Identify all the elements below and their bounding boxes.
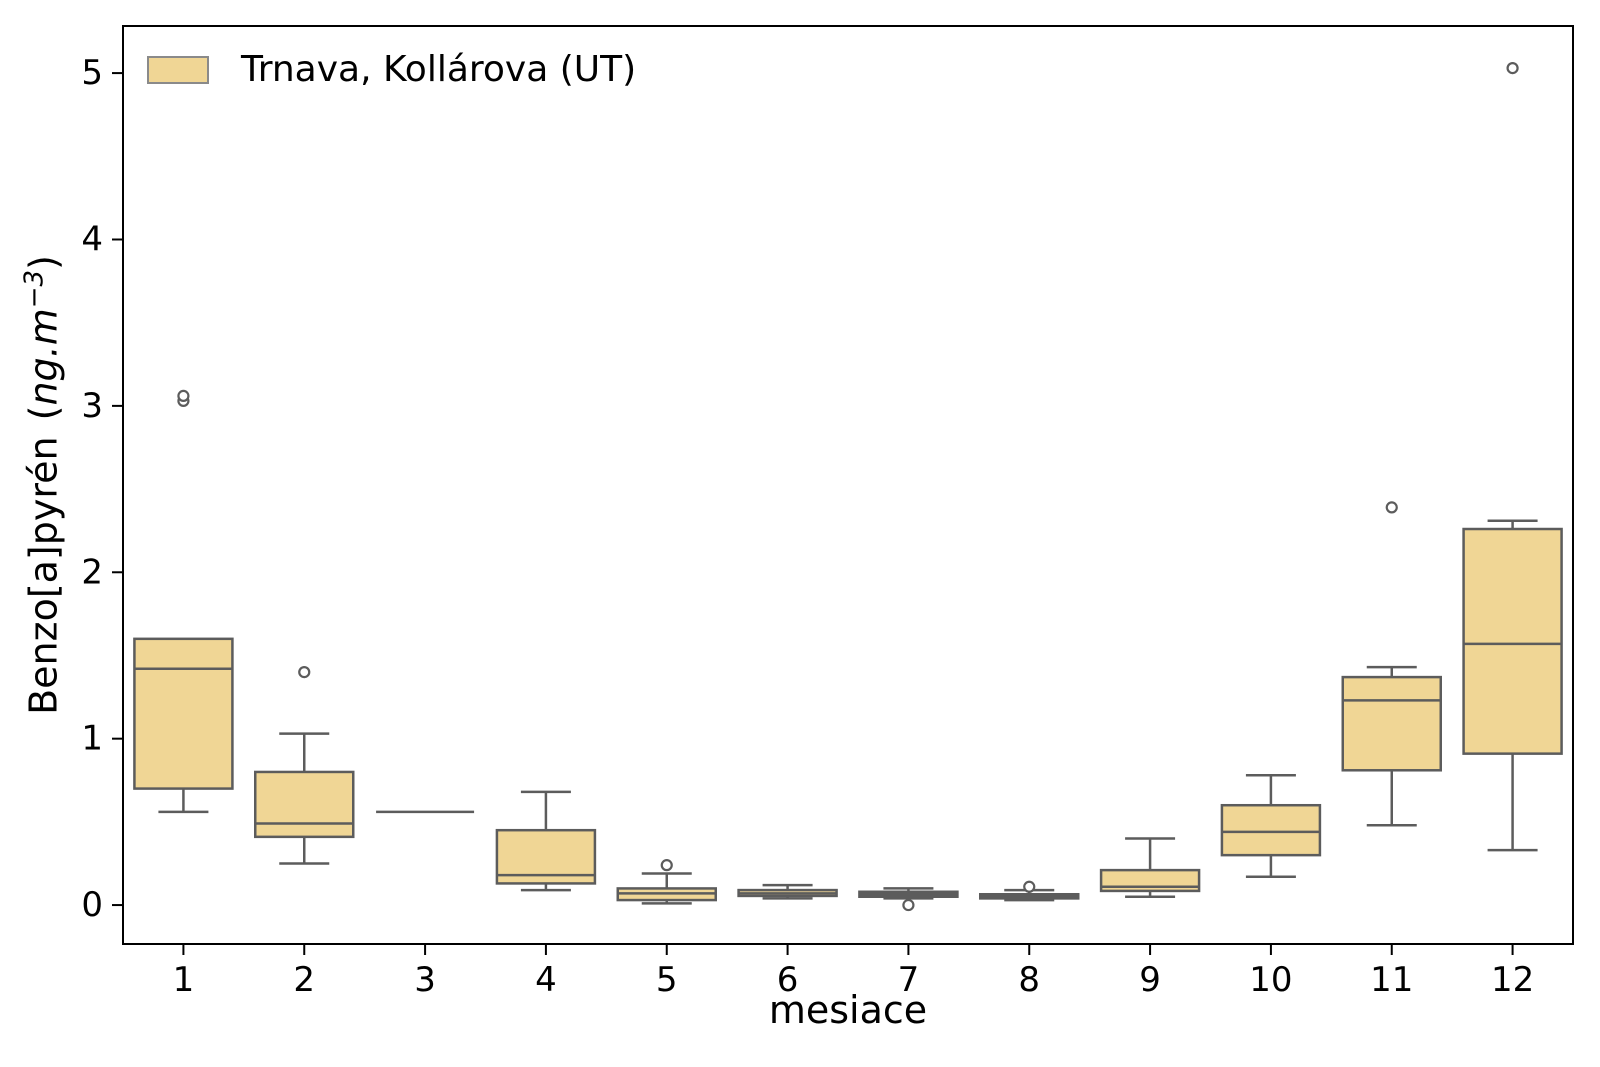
x-tick-label: 8 xyxy=(1018,960,1040,1000)
legend-swatch xyxy=(147,56,209,84)
x-tick-label: 1 xyxy=(173,960,195,1000)
outlier-month-2 xyxy=(298,666,311,679)
x-tick-label: 10 xyxy=(1249,960,1292,1000)
axes-frame xyxy=(122,25,1574,945)
y-axis-unit: ng.m xyxy=(21,308,66,406)
y-axis-unit-close: ) xyxy=(21,255,66,270)
y-tick-label: 3 xyxy=(81,386,103,426)
box-month-10 xyxy=(1220,803,1322,857)
x-tick-label: 5 xyxy=(656,960,678,1000)
y-axis-unit-exponent: −3 xyxy=(19,269,50,309)
y-tick-label: 1 xyxy=(81,719,103,759)
x-tick-label: 12 xyxy=(1491,960,1534,1000)
box-month-12 xyxy=(1462,527,1563,755)
x-tick-label: 9 xyxy=(1139,960,1161,1000)
box-month-11 xyxy=(1341,675,1442,772)
x-tick-label: 6 xyxy=(777,960,799,1000)
x-tick-label: 4 xyxy=(535,960,557,1000)
box-month-1 xyxy=(133,637,234,790)
y-tick-label: 5 xyxy=(81,53,103,93)
x-tick-label: 3 xyxy=(414,960,436,1000)
legend: Trnava, Kollárova (UT) xyxy=(147,52,636,88)
outlier-month-1 xyxy=(177,389,190,402)
outlier-month-8 xyxy=(1023,880,1036,893)
y-axis-label-name: Benzo[a]pyrén xyxy=(21,436,66,715)
y-tick-label: 0 xyxy=(81,885,103,925)
x-axis-label: mesiace xyxy=(768,988,928,1032)
box-month-2 xyxy=(254,770,355,839)
x-tick-label: 11 xyxy=(1370,960,1413,1000)
outlier-month-5 xyxy=(660,859,673,872)
x-tick-label: 7 xyxy=(898,960,920,1000)
outlier-month-12 xyxy=(1506,61,1519,75)
outlier-month-11 xyxy=(1385,501,1398,514)
y-axis-unit-open: ( xyxy=(21,405,66,421)
y-tick-label: 4 xyxy=(81,219,103,259)
outlier-month-7 xyxy=(902,898,915,912)
y-axis-label: Benzo[a]pyrén (ng.m−3) xyxy=(19,255,66,715)
y-tick-label: 2 xyxy=(81,552,103,592)
legend-label: Trnava, Kollárova (UT) xyxy=(241,49,637,90)
x-tick-label: 2 xyxy=(293,960,315,1000)
